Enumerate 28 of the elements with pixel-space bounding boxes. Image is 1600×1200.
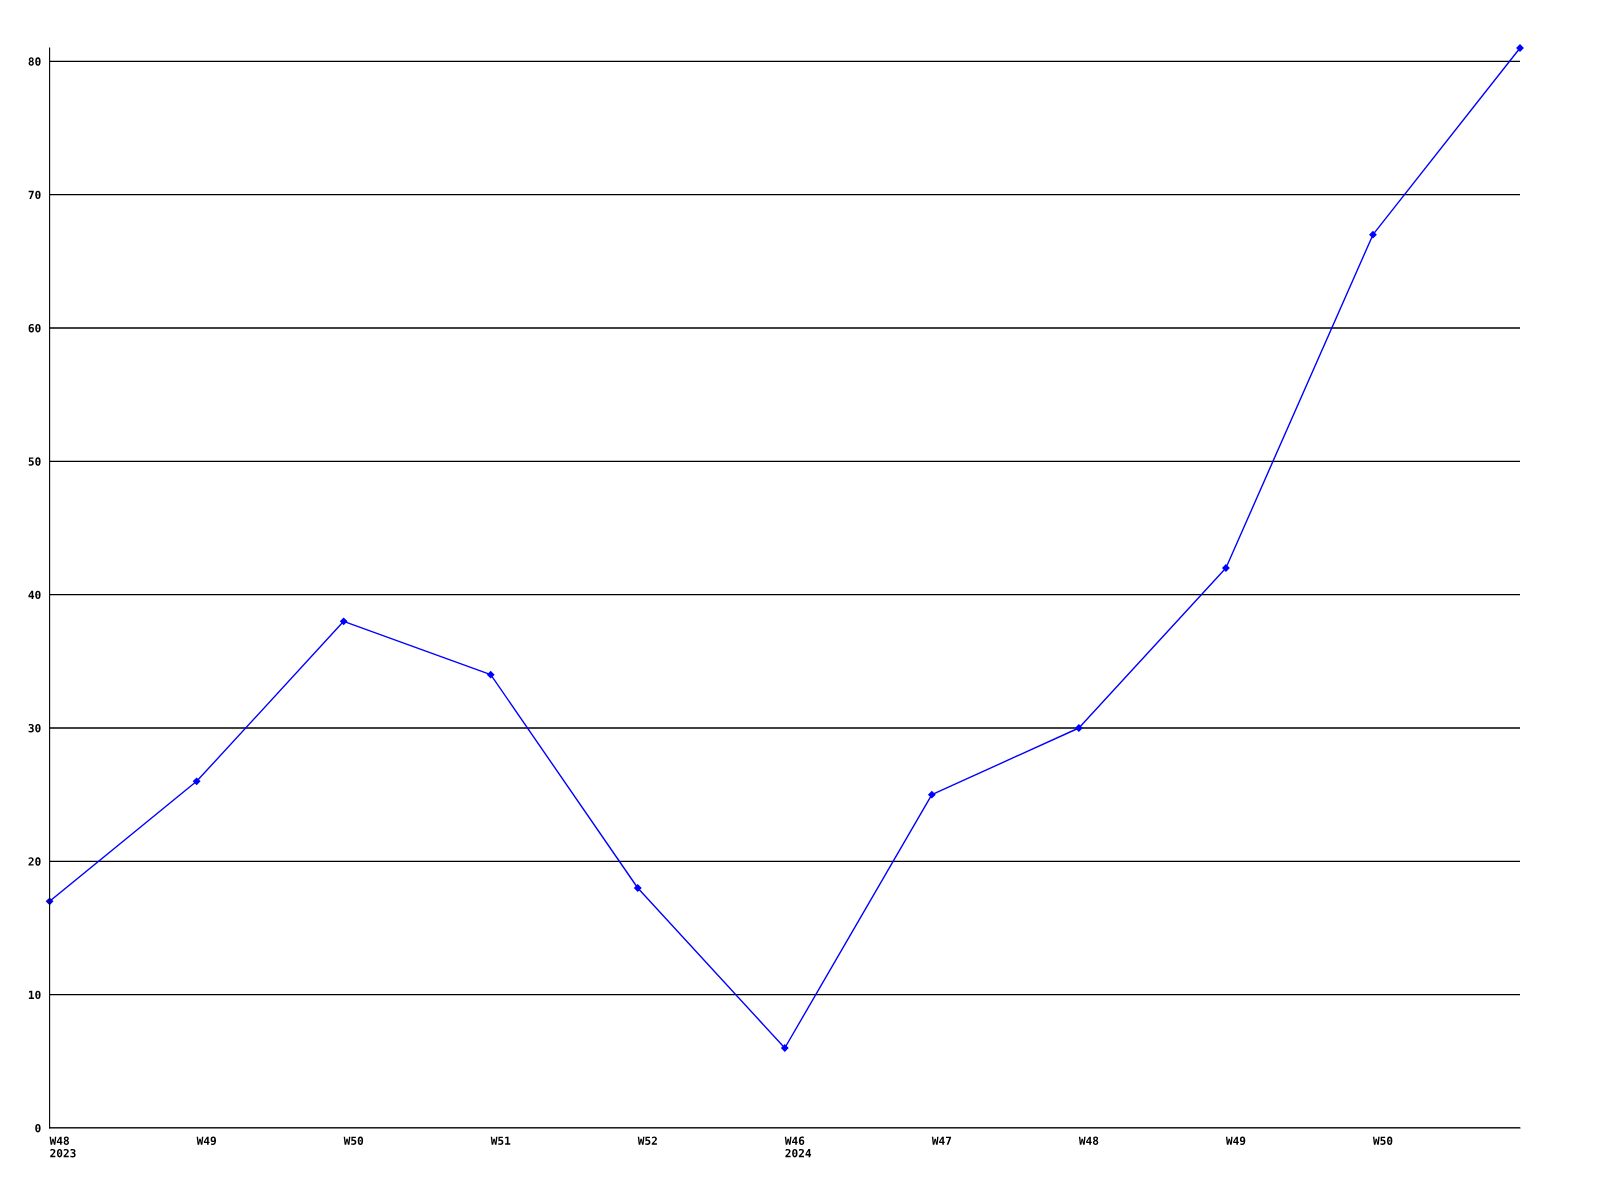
y-tick-label: 80 bbox=[28, 57, 41, 66]
x-tick-label: W49 bbox=[1225, 1136, 1246, 1145]
x-tick-label: W48 bbox=[1078, 1136, 1099, 1145]
point bbox=[1369, 231, 1377, 239]
point bbox=[634, 884, 642, 892]
y-tick-label: 50 bbox=[28, 457, 41, 466]
y-tick-label: 10 bbox=[28, 990, 41, 1000]
point bbox=[192, 777, 201, 785]
x-tick-label: W50 bbox=[343, 1136, 364, 1145]
point bbox=[340, 617, 348, 625]
x-tick-label: W50 bbox=[1372, 1136, 1393, 1145]
x-tick-label: W51 bbox=[490, 1136, 511, 1145]
y-tick-label: 60 bbox=[28, 323, 41, 333]
point bbox=[781, 1044, 789, 1052]
x-tick-label: W48 2023 bbox=[49, 1136, 76, 1158]
y-tick-label: 30 bbox=[28, 723, 41, 733]
y-tick-label: 0 bbox=[35, 1123, 41, 1133]
point bbox=[928, 791, 936, 799]
point bbox=[487, 671, 495, 679]
x-tick-label: W49 bbox=[196, 1136, 216, 1145]
x-tick-label: W46 2024 bbox=[784, 1136, 812, 1158]
y-tick-label: 20 bbox=[28, 857, 41, 866]
y-tick-label: 40 bbox=[28, 590, 41, 600]
point bbox=[1222, 564, 1230, 572]
x-tick-label: W47 bbox=[931, 1136, 952, 1145]
point bbox=[1075, 724, 1083, 732]
x-tick-label: W52 bbox=[637, 1136, 657, 1145]
y-tick-label: 70 bbox=[28, 190, 41, 200]
